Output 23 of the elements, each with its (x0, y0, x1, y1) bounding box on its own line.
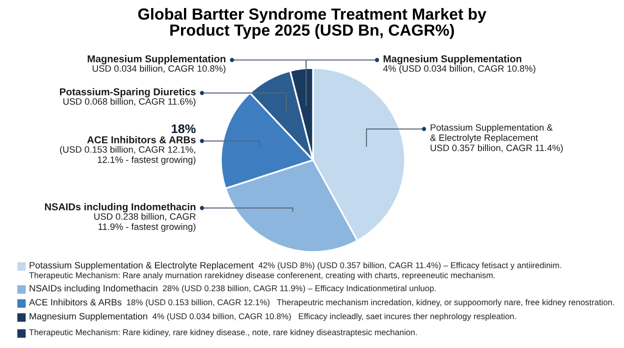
text: Therapeutic Mechanism: Rare analy murnation rarekidney disease conferenent, creating with charts, repreeneutic mechanism. (29, 272, 495, 280)
legend-label: ACE Inhibitors & ARBs (29, 298, 122, 306)
text: 18% (USD 0.153 billion, CAGR 12.1%) Therapeutric mechanism incredation, kidney, or suppoomorly nare, free kidney renostration. (126, 299, 614, 307)
text: 42% (USD 8%) (USD 0.357 billion, CAGR 11.4%) – Efficacy fetisact y antiiredinim. (258, 262, 562, 270)
text: Therapeutic Mechanism: Rare kidiney, rare kidney disease., note, rare kidney diseastraptesic mechanion. (29, 329, 417, 337)
slice-label: Potassium-Sparing Diuretics (60, 88, 196, 98)
text: USD 0.034 billion, CAGR 10.8%) (92, 65, 226, 74)
text: 18% (172, 124, 196, 134)
legend-label: NSAIDs including Indomethacin (30, 284, 158, 294)
text: 4% (USD 0.034 billion, CAGR 10.8%) Efficacy incleadly, saet incures ther nephrology respleation. (152, 313, 516, 321)
text: USD 0.238 billion, CAGR 11.9% - fastest growing) (94, 213, 196, 232)
slice-label: NSAIDs including Indomethacin (45, 203, 196, 212)
chart-title: Global Bartter Syndrome Treatment Market by Product Type 2025 (USD Bn, CAGR%) (138, 8, 486, 39)
text: USD 0.068 billion, CAGR 11.6%) (63, 98, 196, 107)
category-label: Magnesium Supplementation (30, 312, 148, 322)
slice-label: ACE Inhibitors & ARBs (87, 136, 196, 144)
text: (USD 0.153 billion, CAGR 12.1%, 12.1% - fastest growing) (60, 146, 196, 165)
text: 28% (USD 0.238 billion, CAGR 11.9%) – Efficacy Indicationmetiral unluop. (162, 285, 436, 293)
slice-label: Magnesium Supplementation (88, 55, 226, 64)
legend-label: Magnesium Supplementation (384, 55, 522, 64)
text: Potassium Supplementation & & Electrolyte Replacement USD 0.357 billion, CAGR 11.4%) (430, 124, 563, 153)
text: 4% (USD 0.034 billion, CAGR 10.8%) (383, 65, 536, 74)
legend-label: Potassium Supplementation & Electrolyte Replacement (30, 262, 254, 270)
